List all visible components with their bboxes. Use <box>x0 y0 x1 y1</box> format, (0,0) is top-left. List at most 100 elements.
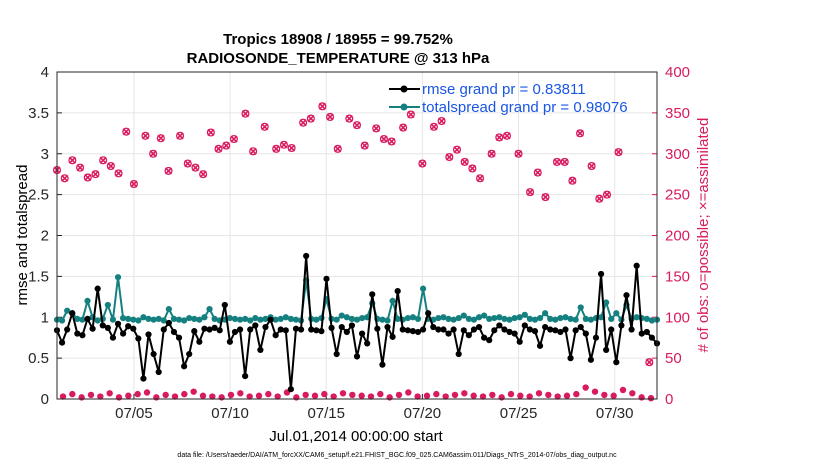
totalspread-series-point <box>552 316 559 323</box>
obs-possible-point <box>222 141 231 150</box>
obs-possible-point <box>568 176 577 185</box>
obs-possible-point <box>487 149 496 158</box>
x-tick-label: 07/10 <box>211 405 249 422</box>
obs-assimilated-point <box>451 391 459 399</box>
obs-assimilated-point <box>573 390 580 398</box>
obs-possible-point <box>406 110 415 119</box>
obs-assimilated-point <box>526 393 533 400</box>
obs-assimilated-point <box>157 134 165 142</box>
totalspread-series-point <box>511 314 518 322</box>
obs-assimilated-point <box>230 135 238 143</box>
obs-assimilated-point <box>647 394 655 402</box>
obs-assimilated-point <box>461 390 468 397</box>
obs-possible-point <box>287 143 296 153</box>
obs-possible-point <box>306 114 315 123</box>
obs-possible-point <box>183 159 192 168</box>
rmse-series-point <box>399 326 406 333</box>
obs-assimilated-point <box>386 394 393 401</box>
obs-assimilated-point <box>153 394 160 401</box>
obs-possible-point <box>445 152 454 162</box>
title-line1: Tropics 18908 / 18955 = 99.752% <box>223 31 453 48</box>
obs-assimilated-point <box>199 170 207 178</box>
totalspread-series-point <box>211 315 218 322</box>
y-tick-left-label: 3.5 <box>28 105 49 122</box>
obs-assimilated-point <box>171 393 179 400</box>
y-tick-right-label: 50 <box>665 350 682 367</box>
totalspread-series-point <box>358 314 366 322</box>
obs-possible-point <box>595 194 604 203</box>
rmse-series-point <box>572 327 579 334</box>
totalspread-series-point <box>186 314 193 322</box>
totalspread-series-point <box>506 316 513 323</box>
totalspread-series-point <box>435 314 442 322</box>
obs-assimilated-point <box>299 119 307 127</box>
totalspread-series-point <box>206 305 213 313</box>
obs-possible-point <box>68 156 77 165</box>
totalspread-series-point <box>643 315 650 322</box>
obs-assimilated-point <box>107 162 115 170</box>
rmse-series-point <box>318 328 325 335</box>
rmse-series-point <box>481 334 488 341</box>
obs-possible-point <box>214 144 223 153</box>
obs-assimilated-point <box>190 388 197 395</box>
rmse-series-point <box>592 334 600 341</box>
obs-assimilated-point <box>377 390 384 398</box>
totalspread-series-point <box>257 316 264 323</box>
rmse-series-point <box>552 327 559 334</box>
obs-possible-point <box>526 188 535 197</box>
y-tick-left-label: 1.5 <box>28 268 49 285</box>
obs-assimilated-point <box>141 132 150 140</box>
rmse-series-point <box>430 323 437 331</box>
obs-assimilated-point <box>545 391 552 399</box>
rmse-series-point <box>130 325 137 332</box>
rmse-series-point <box>506 328 513 336</box>
obs-possible-point <box>576 129 585 138</box>
totalspread-series-point <box>470 316 478 323</box>
obs-assimilated-point <box>97 393 104 400</box>
rmse-series-point <box>465 332 472 339</box>
rmse-series-point <box>69 310 76 317</box>
rmse-series-point <box>99 322 106 329</box>
obs-assimilated-point <box>470 392 477 399</box>
totalspread-series <box>53 274 661 324</box>
obs-possible-point <box>460 157 469 166</box>
rmse-series-point <box>104 324 111 331</box>
obs-assimilated-point <box>582 384 589 391</box>
totalspread-series-point <box>170 315 178 322</box>
totalspread-series-point <box>196 316 203 323</box>
obs-assimilated-point <box>68 156 76 164</box>
rmse-series-point <box>211 324 218 331</box>
rmse-series-point <box>521 322 528 329</box>
obs-assimilated-point <box>414 393 421 400</box>
totalspread-series-point <box>282 314 289 321</box>
totalspread-series-point <box>440 314 447 321</box>
totalspread-series-point <box>394 315 401 322</box>
obs-assimilated-point <box>59 393 67 400</box>
rmse-series-point <box>536 342 544 349</box>
totalspread-series-point <box>613 310 620 317</box>
rmse-series-point <box>206 326 213 333</box>
obs-assimilated-point <box>191 164 200 172</box>
rmse-series-point <box>618 322 625 329</box>
totalspread-series-point <box>226 314 233 322</box>
totalspread-series-point <box>389 297 396 304</box>
obs-assimilated-point <box>367 393 375 400</box>
obs-possible-point <box>106 161 115 171</box>
x-tick-label: 07/20 <box>404 405 442 422</box>
rmse-series-point <box>577 323 584 331</box>
y-axis-label-right: # of obs: o=possible; ×=assimilated <box>695 118 712 353</box>
rmse-series-point <box>277 326 284 333</box>
legend-spread-marker <box>400 103 408 111</box>
obs-possible-point <box>502 131 512 140</box>
totalspread-series-point <box>343 314 350 321</box>
rmse-series-point <box>379 361 386 368</box>
obs-assimilated-point <box>638 394 645 401</box>
rmse-series-point <box>272 332 279 339</box>
obs-assimilated-point <box>603 191 611 199</box>
totalspread-series-point <box>481 312 488 319</box>
rmse-series-point <box>455 350 462 358</box>
obs-possible-point <box>326 112 335 122</box>
obs-possible-point <box>149 149 158 158</box>
obs-possible-point <box>249 147 258 156</box>
obs-possible-point <box>476 174 485 183</box>
